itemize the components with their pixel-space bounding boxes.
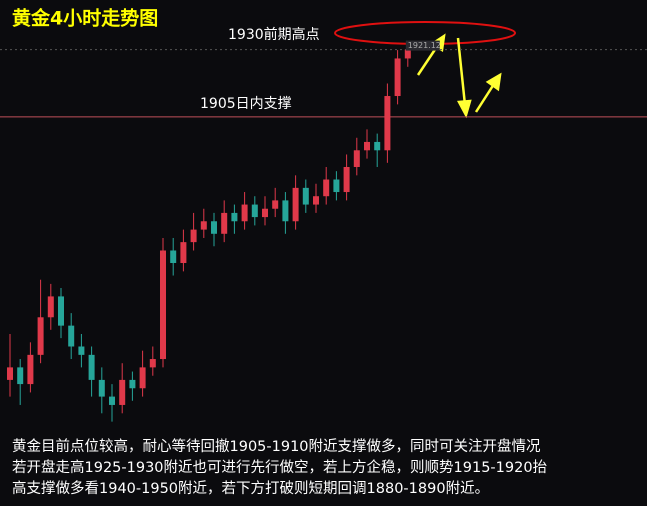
- candle-body: [149, 359, 156, 368]
- candle-body: [323, 179, 330, 197]
- candle-body: [313, 196, 319, 205]
- candle-body: [47, 296, 54, 318]
- candle-body: [129, 379, 136, 389]
- chart-title: 黄金4小时走势图: [12, 7, 158, 30]
- candle-body: [302, 187, 309, 205]
- price-tag: [405, 40, 440, 51]
- commentary-line: 黄金目前点位较高，耐心等待回撤1905-1910附近支撑做多，同时可关注开盘情况: [12, 439, 541, 455]
- candle-body: [292, 187, 299, 222]
- candle-body: [251, 204, 258, 218]
- candle-body: [58, 296, 64, 326]
- candle-body: [272, 200, 279, 209]
- candle-body: [353, 150, 360, 167]
- candle-body: [109, 396, 115, 405]
- candle-body: [200, 221, 207, 230]
- annotation: 1905日内支撑: [200, 96, 292, 112]
- candle-body: [282, 200, 289, 222]
- chart: 黄金4小时走势图 1930前期高点 1905日内支撑 1921.12: [0, 7, 647, 422]
- candle-body: [119, 379, 126, 405]
- price-label: 1921.12: [408, 41, 441, 50]
- candle-body: [231, 212, 238, 222]
- candle-body: [241, 204, 248, 222]
- commentary: 黄金目前点位较高，耐心等待回撤1905-1910附近支撑做多，同时可关注开盘情况…: [12, 437, 642, 500]
- candle-body: [333, 179, 340, 193]
- candle-body: [262, 208, 268, 218]
- candle-body: [384, 96, 391, 151]
- candle-body: [394, 58, 401, 97]
- candle-body: [190, 229, 197, 243]
- commentary-line: 若开盘走高1925-1930附近也可进行先行做空，若上方企稳，则顺势1915-1…: [12, 460, 548, 476]
- candle-body: [374, 141, 381, 151]
- candle-body: [98, 379, 105, 397]
- commentary-line: 高支撑做多看1940-1950附近，若下方打破则短期回调1880-1890附近。: [12, 481, 490, 497]
- candle-body: [7, 367, 13, 380]
- candle-body: [78, 346, 85, 355]
- candle-body: [68, 325, 75, 347]
- candle-body: [343, 166, 350, 193]
- candle-body: [139, 367, 146, 389]
- candle-body: [404, 49, 411, 59]
- candle-body: [160, 250, 166, 360]
- candle-body: [221, 212, 228, 234]
- candle-body: [27, 354, 34, 385]
- candle-body: [88, 354, 95, 380]
- candle-body: [170, 250, 177, 264]
- candle-body: [211, 221, 217, 234]
- candle-body: [17, 367, 24, 385]
- annotation: 1930前期高点: [228, 26, 320, 43]
- candles: 1921.12: [0, 40, 647, 422]
- candle-body: [180, 242, 187, 264]
- candle-body: [364, 141, 370, 151]
- candle-body: [37, 317, 44, 355]
